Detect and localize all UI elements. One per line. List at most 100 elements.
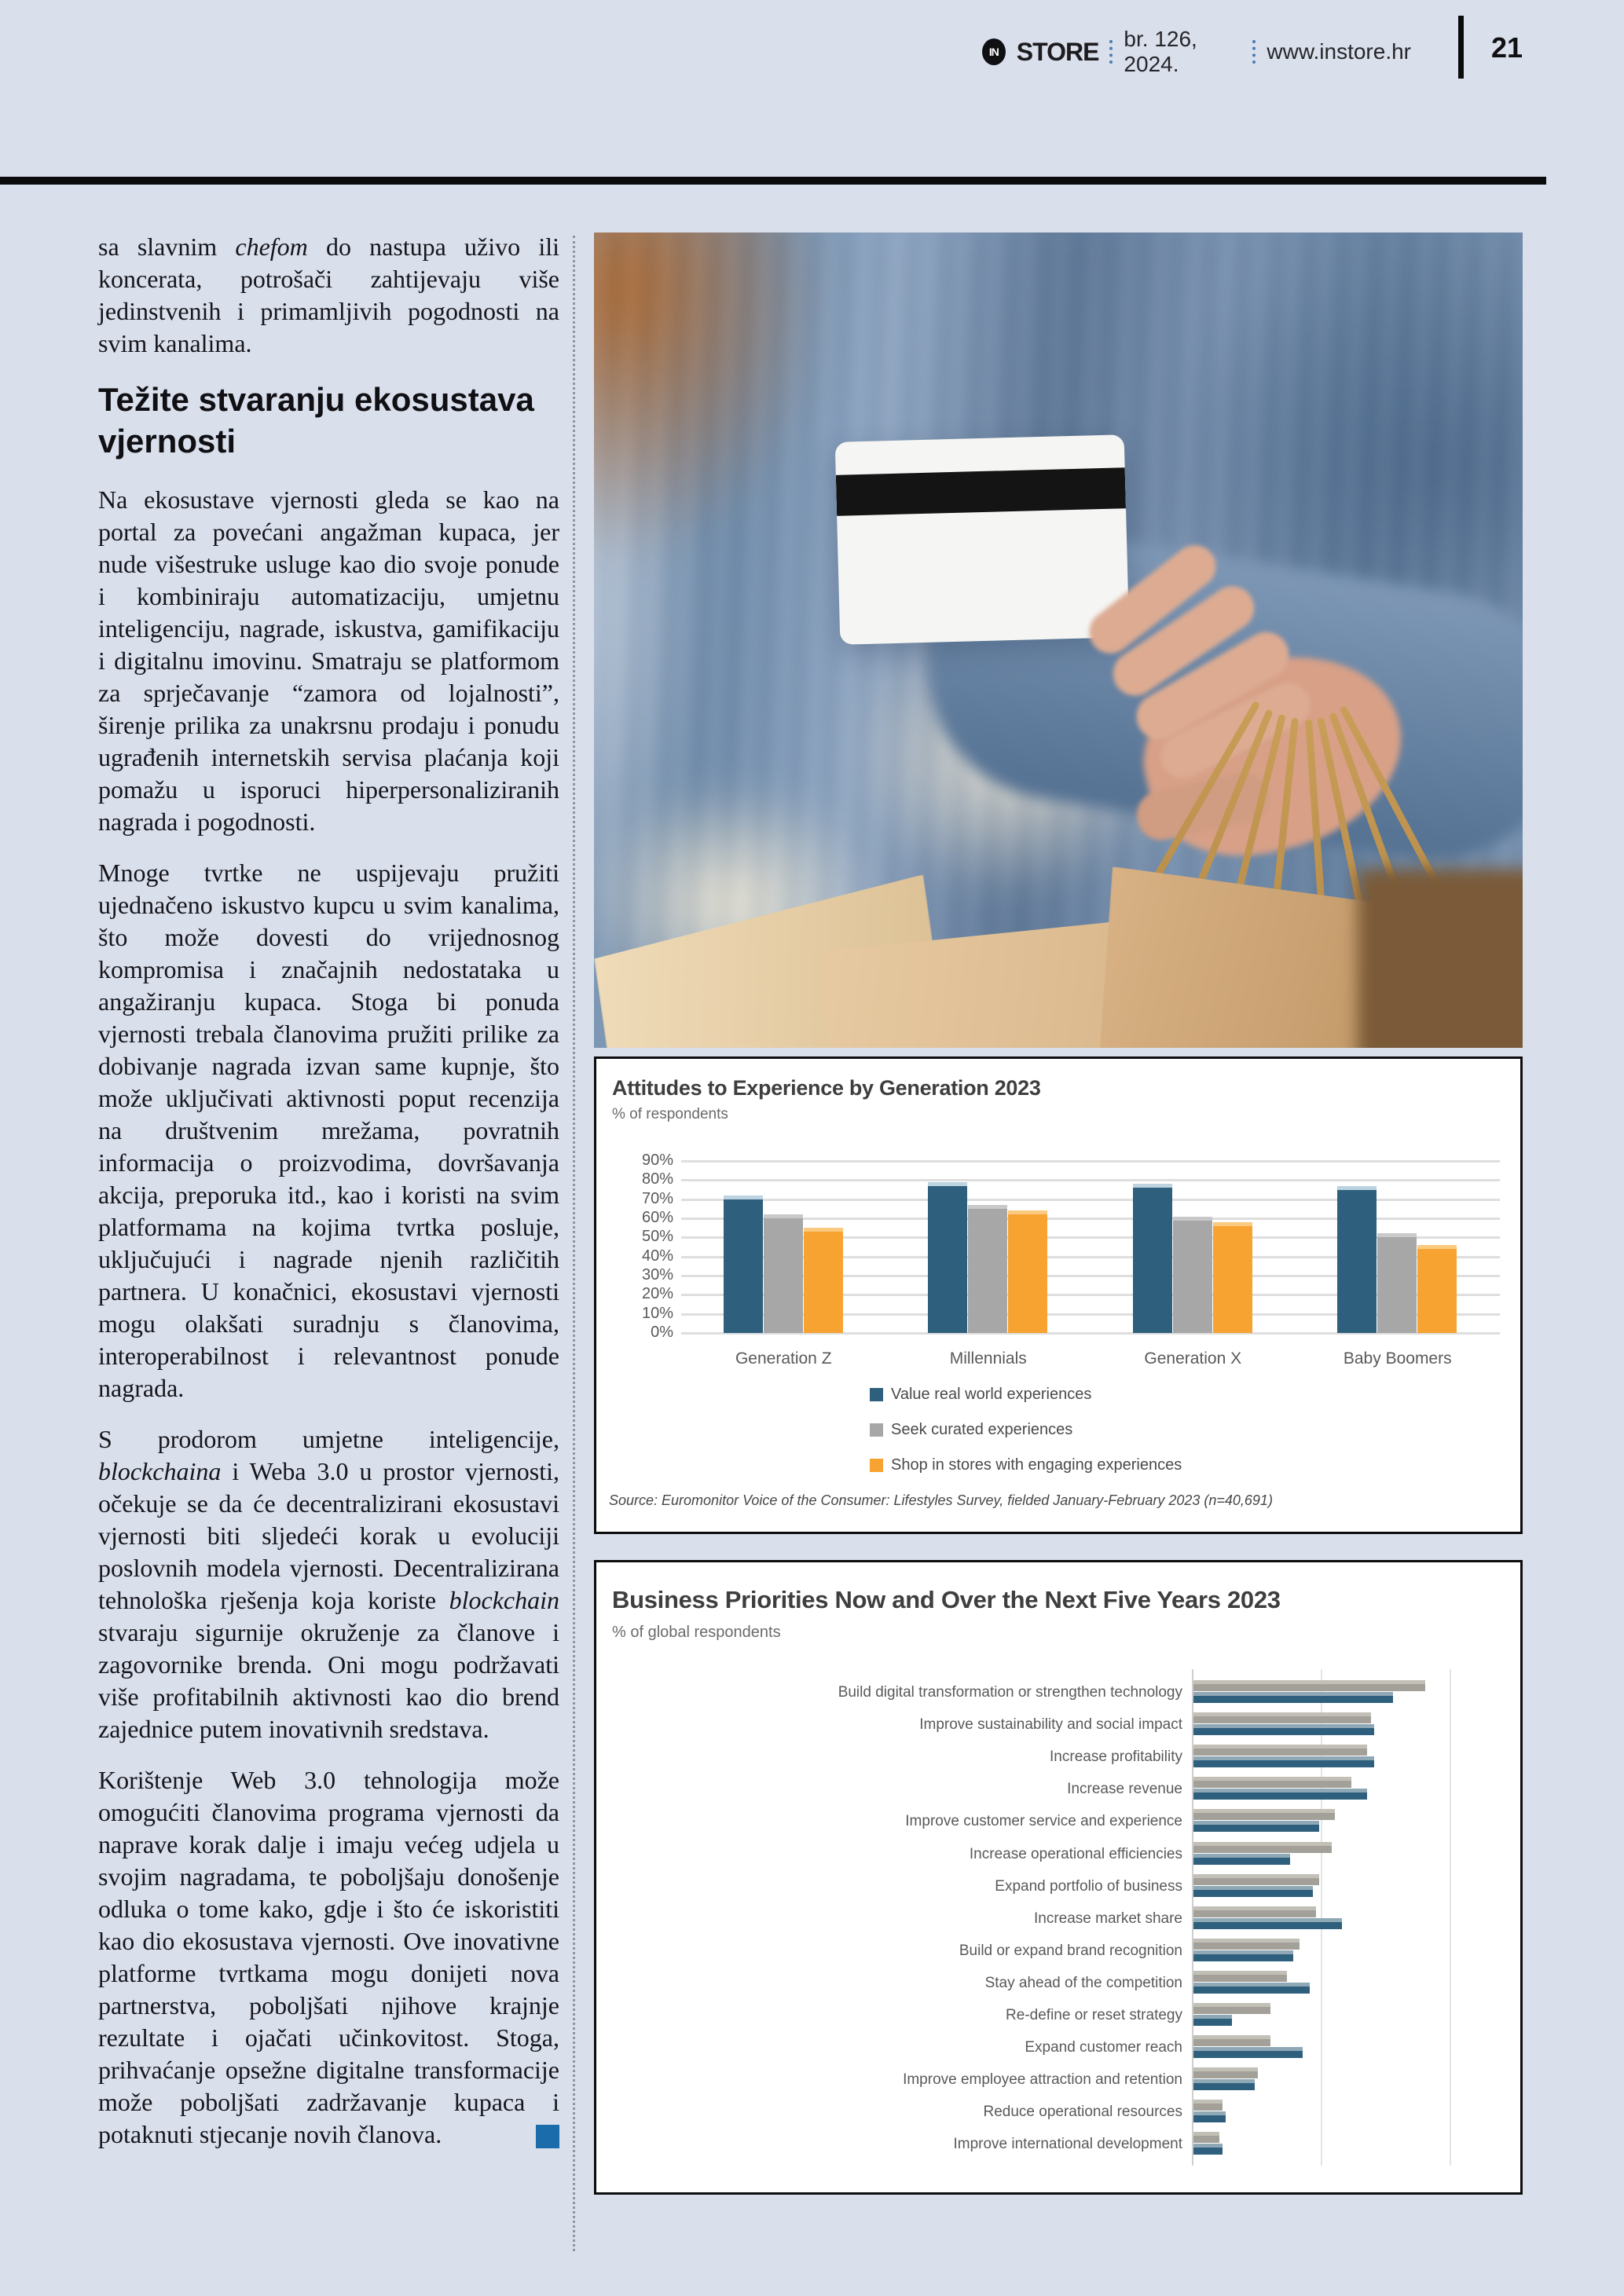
- instore-logo-icon: IN: [982, 38, 1006, 65]
- bar-navy_bar: [1193, 1789, 1368, 1800]
- y-axis-tick: 70%: [641, 1189, 673, 1207]
- gridline: [681, 1218, 1500, 1220]
- bar-navy_bar: [1193, 1950, 1294, 1961]
- y-axis-tick: 0%: [651, 1324, 673, 1341]
- chart-subtitle: % of respondents: [612, 1106, 728, 1122]
- bar-navy_bar: [1193, 1724, 1374, 1736]
- chart-source: Source: Euromonitor Voice of the Consume…: [609, 1492, 1273, 1508]
- bar-Seek curated experiences: [1377, 1233, 1417, 1333]
- bar-navy_bar: [1193, 1692, 1394, 1703]
- gridline: [681, 1275, 1500, 1277]
- bar-navy_bar: [1193, 1821, 1319, 1833]
- bar-category-label: Increase revenue: [1067, 1781, 1182, 1798]
- legend-swatch-icon: [870, 1459, 883, 1472]
- bar-gray_bar: [1193, 2067, 1258, 2079]
- bar-navy_bar: [1193, 2111, 1226, 2123]
- website-url: www.instore.hr: [1267, 39, 1411, 64]
- gridline: [681, 1255, 1500, 1258]
- credit-card: [834, 434, 1130, 645]
- bar-gray_bar: [1193, 1841, 1333, 1853]
- bar-gray_bar: [1193, 2100, 1223, 2111]
- section-heading: Težite stvaranju ekosustava vjernosti: [98, 381, 534, 460]
- paragraph-text: sa slavnim chefom do nastupa uživo ili k…: [98, 233, 560, 357]
- bar-Value real world experiences: [1132, 1184, 1172, 1333]
- bar-category-label: Increase market share: [1033, 1910, 1182, 1927]
- article-paragraph: Mnoge tvrtke ne uspijevaju pružiti ujedn…: [98, 857, 559, 1404]
- bar-navy_bar: [1193, 1885, 1313, 1897]
- bar-Value real world experiences: [928, 1181, 968, 1333]
- chart-attitudes-to-experience: Attitudes to Experience by Generation 20…: [594, 1056, 1523, 1534]
- gridline: [681, 1179, 1500, 1182]
- legend-item: Seek curated experiences: [870, 1421, 1072, 1439]
- page-header: IN STORE br. 126, 2024. www.instore.hr: [982, 27, 1411, 77]
- bar-navy_bar: [1193, 2047, 1303, 2059]
- bar-category-label: Improve customer service and experience: [905, 1813, 1182, 1830]
- chart-title: Business Priorities Now and Over the Nex…: [612, 1586, 1281, 1613]
- bar-gray_bar: [1193, 2132, 1219, 2144]
- brand-name: STORE: [1016, 37, 1100, 66]
- paragraph-text: Mnoge tvrtke ne uspijevaju pružiti ujedn…: [98, 859, 559, 1402]
- bar-navy_bar: [1193, 2079, 1255, 2091]
- gridline: [681, 1332, 1500, 1335]
- bar-Shop in stores with engaging experiences: [1008, 1210, 1048, 1333]
- article-paragraph: sa slavnim chefom do nastupa uživo ili k…: [98, 231, 559, 360]
- bar-category-label: Expand customer reach: [1025, 2039, 1182, 2056]
- gridline: [681, 1198, 1500, 1201]
- gridline: [1321, 1669, 1322, 2166]
- bar-category-label: Increase operational efficiencies: [969, 1845, 1182, 1862]
- bar-category-label: Build or expand brand recognition: [959, 1942, 1182, 1959]
- legend-label: Value real world experiences: [891, 1386, 1092, 1403]
- article-paragraph: Na ekosustave vjernosti gleda se kao na …: [98, 484, 559, 838]
- legend-swatch-icon: [870, 1423, 883, 1437]
- y-axis-tick: 80%: [641, 1170, 673, 1188]
- bar-Shop in stores with engaging experiences: [803, 1228, 843, 1333]
- y-axis-tick: 40%: [641, 1247, 673, 1265]
- gridline: [681, 1294, 1500, 1297]
- header-separator-icon: [1252, 40, 1256, 64]
- chart-subtitle: % of global respondents: [612, 1624, 781, 1641]
- chart-business-priorities: Business Priorities Now and Over the Nex…: [594, 1560, 1523, 2195]
- bar-Shop in stores with engaging experiences: [1212, 1221, 1252, 1333]
- gridline: [1450, 1669, 1451, 2166]
- bar-gray_bar: [1193, 2003, 1271, 2014]
- article-paragraph: S prodorom umjetne inteligencije, blockc…: [98, 1423, 559, 1745]
- bar-gray_bar: [1193, 1809, 1336, 1821]
- gridline: [681, 1160, 1500, 1163]
- header-separator-icon: [1109, 40, 1113, 64]
- paragraph-text: Na ekosustave vjernosti gleda se kao na …: [98, 485, 559, 836]
- y-axis-tick: 20%: [641, 1285, 673, 1303]
- bar-navy_bar: [1193, 1853, 1290, 1865]
- bar-navy_bar: [1193, 1982, 1310, 1994]
- page-number: 21: [1491, 31, 1523, 64]
- bar-gray_bar: [1193, 1680, 1426, 1691]
- bar-Value real world experiences: [1337, 1185, 1377, 1333]
- bar-category-label: Improve employee attraction and retentio…: [903, 2071, 1182, 2089]
- bar-category-label: Increase profitability: [1050, 1749, 1182, 1766]
- bar-Shop in stores with engaging experiences: [1417, 1245, 1457, 1333]
- bar-navy_bar: [1193, 2015, 1233, 2026]
- bar-category-label: Reduce operational resources: [983, 2104, 1183, 2121]
- y-axis-tick: 60%: [641, 1209, 673, 1226]
- bar-navy_bar: [1193, 1756, 1374, 1768]
- bar-category-label: Build digital transformation or strength…: [838, 1684, 1182, 1701]
- bar-gray_bar: [1193, 1906, 1316, 1917]
- x-axis-category: Generation X: [1144, 1349, 1242, 1368]
- shopping-bag: [1358, 869, 1523, 1048]
- x-axis-category: Generation Z: [735, 1349, 832, 1368]
- legend-label: Seek curated experiences: [891, 1421, 1073, 1438]
- header-divider-rule: [0, 177, 1546, 185]
- gridline: [681, 1236, 1500, 1240]
- gridline: [681, 1313, 1500, 1316]
- bar-category-label: Improve international development: [953, 2136, 1182, 2153]
- bar-navy_bar: [1193, 2144, 1223, 2155]
- bar-gray_bar: [1193, 1712, 1371, 1724]
- end-of-article-marker: [536, 2125, 559, 2148]
- legend-item: Value real world experiences: [870, 1386, 1091, 1404]
- chart-title: Attitudes to Experience by Generation 20…: [612, 1076, 1041, 1100]
- bar-gray_bar: [1193, 1745, 1368, 1756]
- legend-item: Shop in stores with engaging experiences: [870, 1456, 1182, 1474]
- x-axis-category: Millennials: [949, 1349, 1027, 1368]
- bar-Seek curated experiences: [968, 1204, 1008, 1333]
- bar-category-label: Re-define or reset strategy: [1006, 2007, 1182, 2023]
